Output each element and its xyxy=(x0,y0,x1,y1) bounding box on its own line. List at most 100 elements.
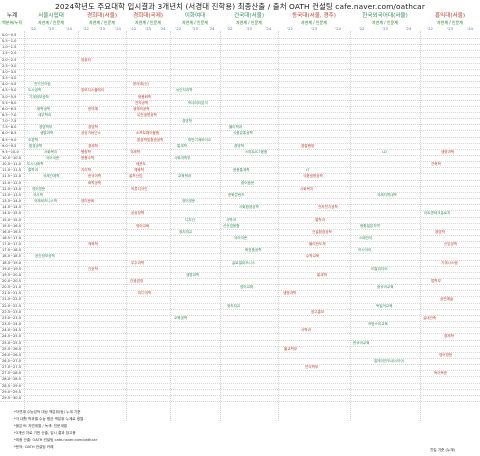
cell-entry: 물리반도체 xyxy=(309,242,326,247)
cell-entry: 디자인 xyxy=(185,217,195,222)
cell-entry: 체육학 xyxy=(134,168,144,173)
cell-entry: 생명과학 xyxy=(441,149,455,154)
row-divider xyxy=(0,185,480,187)
cell-entry: 화장품공학 xyxy=(245,248,262,253)
row-divider xyxy=(0,302,480,304)
column-subheader: 자연계 / 인문계 xyxy=(38,20,64,25)
row-label: 7.0~7.5 xyxy=(2,119,17,124)
row-divider xyxy=(0,62,480,64)
row-label: 28.5~29.0 xyxy=(2,383,22,388)
row-divider xyxy=(0,191,480,193)
row-divider xyxy=(0,204,480,206)
cell-entry: 공공거버넌스 xyxy=(81,131,101,136)
row-label: 23.0~23.5 xyxy=(2,315,22,320)
row-label: 26.0~26.5 xyxy=(2,352,22,357)
cell-entry: 경영학부 xyxy=(39,125,53,130)
cell-entry: 사회과학부 xyxy=(174,156,191,160)
row-divider xyxy=(0,345,480,347)
year-label: '24 xyxy=(335,26,341,31)
row-divider xyxy=(0,38,480,40)
cell-entry: 전기전자컴 xyxy=(34,82,51,87)
row-divider xyxy=(0,401,480,402)
cell-entry: 경제학 xyxy=(88,143,98,148)
row-divider xyxy=(0,75,480,77)
row-label: 24.0~24.5 xyxy=(2,328,22,333)
cell-entry: 생명과학 xyxy=(40,131,54,136)
column-divider xyxy=(78,31,79,421)
cell-entry: LT xyxy=(306,168,310,173)
year-label: '24 xyxy=(265,26,272,31)
year-label: '23 xyxy=(192,26,198,31)
row-divider xyxy=(0,247,480,249)
row-divider xyxy=(0,179,480,181)
row-label: 11.5~12.0 xyxy=(2,174,22,179)
year-label: '22 xyxy=(130,26,137,31)
cell-entry: 골프산업 xyxy=(129,174,143,179)
column-subheader: 자연계 / 인문계 xyxy=(301,20,327,25)
column-subheader: 자연계 / 인문계 xyxy=(372,20,398,25)
row-label: 8.5~9.0 xyxy=(2,137,17,142)
year-label: '23 xyxy=(382,26,388,31)
row-divider xyxy=(0,234,480,236)
year-label: '23 xyxy=(311,26,317,31)
cell-entry: 생명과학 xyxy=(283,291,297,296)
cell-entry: 영어영문 xyxy=(439,352,453,357)
cell-entry: 공간정보공학 xyxy=(35,254,55,259)
cell-entry: 정치외교 xyxy=(227,303,241,308)
cell-entry: 사회환경공학 xyxy=(239,205,259,210)
cell-entry: 국사학 xyxy=(33,192,43,197)
row-divider xyxy=(0,130,480,132)
row-divider xyxy=(0,161,480,163)
row-divider xyxy=(0,321,480,323)
row-label: 0.5~1.0 xyxy=(2,39,17,44)
cell-entry: 응용수학 xyxy=(81,156,95,160)
row-divider xyxy=(0,155,480,156)
cell-entry: 뇌인지과학 xyxy=(176,88,193,93)
column-divider xyxy=(420,31,421,421)
cell-entry: 응용화학 xyxy=(138,94,152,99)
column-divider xyxy=(126,31,127,421)
column-header: 누계 xyxy=(6,13,18,19)
row-divider xyxy=(0,111,480,113)
row-divider xyxy=(0,284,480,286)
column-divider xyxy=(220,31,221,421)
row-label: 2.0~2.5 xyxy=(2,57,17,62)
cell-entry: 우주과학 xyxy=(131,260,145,265)
row-divider xyxy=(0,265,480,267)
cell-entry: 미디어학 xyxy=(138,291,152,296)
row-label: 22.5~23.0 xyxy=(2,309,22,314)
footnote: *최종 산출: OATH 컨설팅 cafe.naver.com/oathcar xyxy=(14,438,98,442)
cell-entry: 중국어교육 xyxy=(377,285,394,290)
cell-entry: 교육학과 xyxy=(178,174,192,179)
row-divider xyxy=(0,253,480,255)
cell-entry: 사회복지 xyxy=(300,186,314,191)
row-label: 17.5~18.0 xyxy=(2,248,22,253)
row-divider xyxy=(0,388,480,390)
row-divider xyxy=(0,68,480,70)
row-label: 3.5~4.0 xyxy=(2,76,17,81)
cell-entry: 사학과 xyxy=(226,217,236,222)
row-divider xyxy=(0,333,480,335)
cell-entry: 사학과 xyxy=(301,328,311,333)
cell-entry: 융합일본지역 xyxy=(360,223,380,228)
cell-entry: 독어독문 xyxy=(434,371,448,376)
cell-entry: 빅데이터분석 xyxy=(188,100,208,105)
cell-entry: 세무학과 xyxy=(38,112,52,117)
cell-entry: 스페인어 xyxy=(359,235,373,240)
cell-entry: 통계학 xyxy=(177,143,187,148)
row-divider xyxy=(0,364,480,366)
cell-entry: 산업공학 xyxy=(444,242,458,247)
column-divider xyxy=(24,31,25,421)
cell-entry: 국제지역대학 xyxy=(377,192,397,197)
cell-entry: 영어영문 xyxy=(32,186,46,191)
row-divider xyxy=(0,308,480,310)
row-divider xyxy=(0,167,480,169)
row-divider xyxy=(0,370,480,372)
column-header: 건국대(서울) xyxy=(233,13,265,19)
cell-entry: 영어교육 xyxy=(240,285,254,290)
row-label: 0.0~0.5 xyxy=(2,33,17,37)
cell-entry: 식품생명공학 xyxy=(303,174,323,179)
footnote: *자연계 수능성적 대상 백분위(등) 누계 기준 xyxy=(14,410,81,414)
year-label: '23 xyxy=(246,26,252,31)
